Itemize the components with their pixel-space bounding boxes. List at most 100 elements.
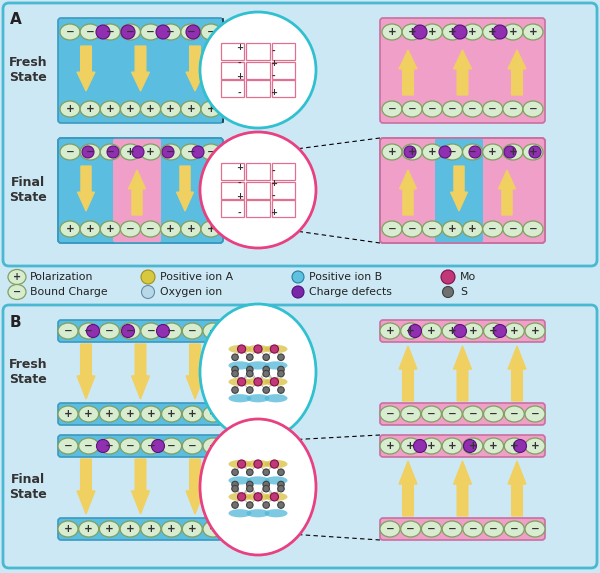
Ellipse shape — [525, 406, 545, 422]
Bar — [246, 80, 270, 97]
Ellipse shape — [483, 101, 503, 117]
Ellipse shape — [121, 144, 140, 160]
Text: −: − — [209, 441, 217, 451]
Ellipse shape — [463, 144, 482, 160]
Ellipse shape — [463, 406, 483, 422]
Ellipse shape — [247, 460, 269, 468]
Bar — [272, 43, 295, 60]
Circle shape — [292, 286, 304, 298]
Text: +: + — [206, 224, 215, 234]
Ellipse shape — [463, 438, 483, 454]
Ellipse shape — [79, 406, 99, 422]
Ellipse shape — [442, 221, 463, 237]
Text: +: + — [448, 326, 457, 336]
Text: +: + — [126, 409, 134, 419]
Text: +: + — [270, 88, 277, 97]
Bar — [246, 200, 270, 217]
Circle shape — [227, 54, 238, 66]
Ellipse shape — [201, 221, 221, 237]
Text: +: + — [166, 104, 175, 114]
Circle shape — [270, 345, 278, 353]
Text: S: S — [460, 287, 467, 297]
Ellipse shape — [523, 221, 543, 237]
Ellipse shape — [422, 221, 442, 237]
Ellipse shape — [80, 24, 100, 40]
Ellipse shape — [247, 362, 269, 370]
Ellipse shape — [401, 438, 421, 454]
Text: +: + — [468, 224, 477, 234]
Text: +: + — [386, 326, 394, 336]
Text: −: − — [209, 326, 217, 336]
Text: −: − — [167, 441, 176, 451]
Text: +: + — [187, 224, 195, 234]
Text: −: − — [428, 104, 437, 114]
Ellipse shape — [60, 101, 80, 117]
Text: −: − — [488, 104, 497, 114]
Circle shape — [270, 493, 278, 501]
Ellipse shape — [120, 323, 140, 339]
Text: +: + — [386, 441, 394, 451]
Ellipse shape — [503, 24, 523, 40]
Text: −: − — [188, 441, 197, 451]
Text: +: + — [167, 409, 176, 419]
Ellipse shape — [182, 323, 202, 339]
Text: +: + — [85, 409, 93, 419]
Ellipse shape — [161, 323, 182, 339]
Ellipse shape — [80, 101, 100, 117]
Ellipse shape — [504, 438, 524, 454]
Bar — [246, 182, 270, 198]
Text: +: + — [529, 147, 538, 157]
Text: −: − — [187, 27, 195, 37]
Text: −: − — [188, 326, 197, 336]
Circle shape — [263, 502, 269, 508]
Bar — [221, 182, 244, 198]
Text: −: − — [388, 104, 397, 114]
Text: +: + — [209, 524, 217, 534]
FancyArrow shape — [399, 346, 417, 401]
Circle shape — [493, 25, 507, 39]
Circle shape — [232, 481, 238, 488]
FancyBboxPatch shape — [3, 3, 597, 266]
Text: +: + — [106, 224, 115, 234]
Ellipse shape — [247, 509, 269, 517]
FancyBboxPatch shape — [380, 435, 545, 457]
Text: −: − — [146, 326, 155, 336]
Circle shape — [254, 205, 262, 213]
Text: −: − — [448, 409, 457, 419]
FancyBboxPatch shape — [113, 138, 161, 243]
Ellipse shape — [247, 345, 269, 353]
Text: −: − — [146, 441, 155, 451]
Text: +: + — [126, 524, 134, 534]
Bar — [272, 182, 295, 198]
FancyArrow shape — [186, 459, 204, 514]
FancyArrow shape — [176, 166, 193, 211]
Text: Final
State: Final State — [9, 176, 47, 204]
Ellipse shape — [161, 221, 181, 237]
Text: +: + — [489, 326, 498, 336]
Ellipse shape — [504, 406, 524, 422]
Text: Bound Charge: Bound Charge — [30, 287, 107, 297]
Text: −: − — [126, 326, 134, 336]
Text: −: − — [406, 524, 415, 534]
FancyArrow shape — [131, 459, 149, 514]
Ellipse shape — [181, 144, 201, 160]
Text: +: + — [86, 104, 95, 114]
Circle shape — [263, 469, 269, 476]
Text: −: − — [106, 27, 115, 37]
Text: +: + — [448, 224, 457, 234]
Ellipse shape — [421, 521, 442, 537]
Circle shape — [493, 324, 506, 337]
Ellipse shape — [523, 24, 543, 40]
Circle shape — [132, 146, 144, 158]
Ellipse shape — [247, 493, 269, 501]
Ellipse shape — [484, 521, 503, 537]
Ellipse shape — [203, 406, 223, 422]
Ellipse shape — [382, 144, 402, 160]
Ellipse shape — [402, 101, 422, 117]
Circle shape — [232, 502, 238, 508]
Ellipse shape — [58, 323, 78, 339]
Text: +: + — [530, 326, 539, 336]
Ellipse shape — [120, 406, 140, 422]
Circle shape — [157, 324, 170, 337]
Text: −: − — [388, 224, 397, 234]
